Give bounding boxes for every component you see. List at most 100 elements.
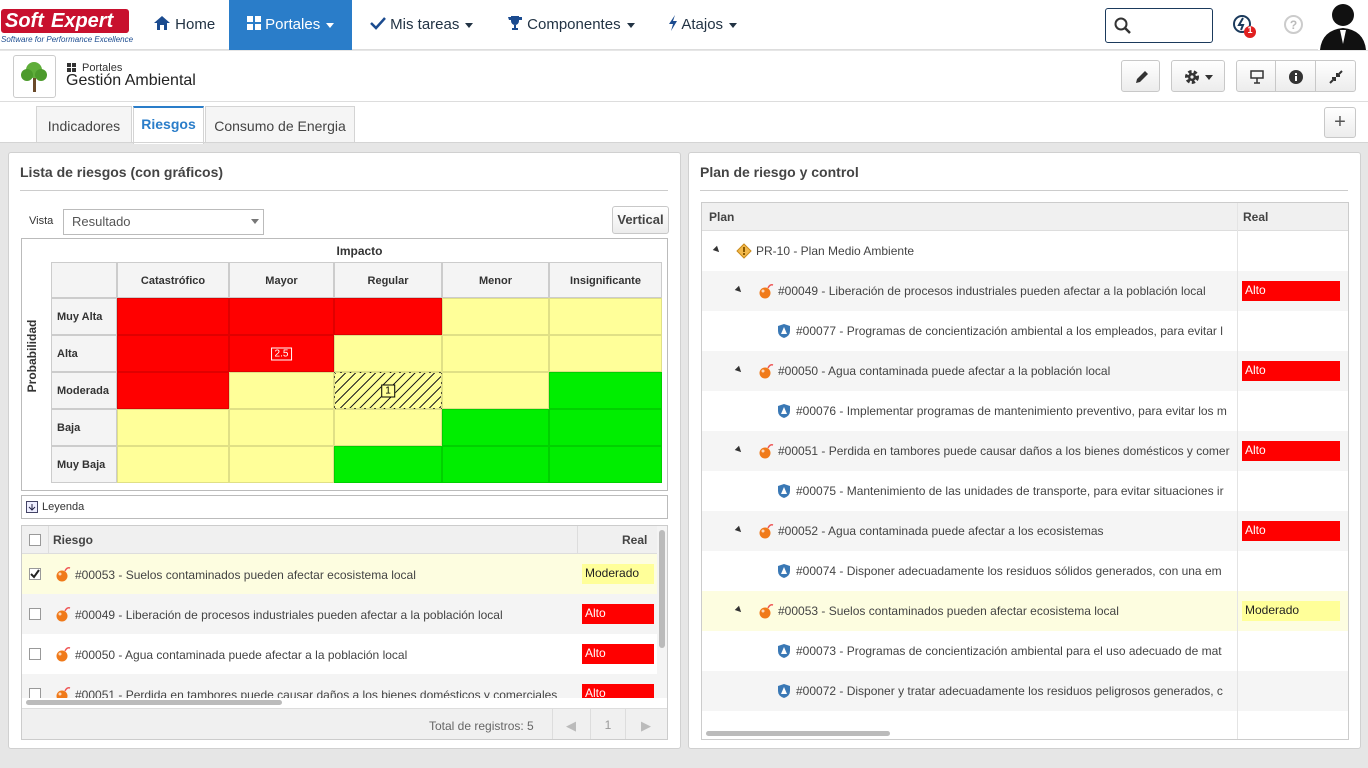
matrix-cell[interactable]: [117, 298, 229, 335]
matrix-cell[interactable]: [549, 298, 662, 335]
matrix-cell[interactable]: [117, 409, 229, 446]
collapse-button[interactable]: [1315, 60, 1356, 92]
page-number[interactable]: 1: [590, 709, 626, 739]
v-scroll[interactable]: [657, 526, 667, 698]
tree-row[interactable]: #00051 - Perdida en tambores puede causa…: [702, 431, 1348, 471]
breadcrumb[interactable]: Portales: [82, 62, 123, 74]
matrix-cell[interactable]: [442, 372, 549, 409]
matrix-cell[interactable]: [229, 372, 334, 409]
tree-row[interactable]: #00074 - Disponer adecuadamente los resi…: [702, 551, 1348, 591]
vertical-button[interactable]: Vertical: [612, 206, 669, 234]
table-row[interactable]: #00051 - Perdida en tambores puede causa…: [22, 674, 657, 698]
tree-text: #00077 - Programas de concientización am…: [796, 324, 1223, 338]
h-scroll-thumb[interactable]: [706, 731, 890, 736]
nav-portales[interactable]: Portales: [229, 0, 352, 50]
view-select[interactable]: Resultado: [63, 209, 264, 235]
tree-row[interactable]: #00050 - Agua contaminada puede afectar …: [702, 351, 1348, 391]
nav-home[interactable]: Home: [153, 0, 229, 50]
tree-row[interactable]: PR-10 - Plan Medio Ambiente: [702, 231, 1348, 271]
matrix-cell[interactable]: [334, 298, 442, 335]
matrix-cell[interactable]: [549, 372, 662, 409]
column-header[interactable]: Plan: [709, 210, 735, 224]
control-icon: [776, 563, 792, 579]
tab-line: [0, 142, 1368, 143]
activity-icon[interactable]: [1232, 14, 1258, 40]
tree-row[interactable]: #00072 - Disponer y tratar adecuadamente…: [702, 671, 1348, 711]
matrix-cell[interactable]: 2.5: [229, 335, 334, 372]
legend-bar[interactable]: Leyenda: [21, 495, 668, 519]
expand-arrow[interactable]: [734, 525, 744, 535]
tree-row[interactable]: #00076 - Implementar programas de manten…: [702, 391, 1348, 431]
matrix-cell[interactable]: 1: [334, 372, 442, 409]
risk-icon: [55, 566, 71, 582]
expand-arrow[interactable]: [734, 605, 744, 615]
info-button[interactable]: [1275, 60, 1316, 92]
table-row[interactable]: #00050 - Agua contaminada puede afectar …: [22, 634, 657, 674]
tree-row[interactable]: #00075 - Mantenimiento de las unidades d…: [702, 471, 1348, 511]
table-row[interactable]: #00053 - Suelos contaminados pueden afec…: [22, 554, 657, 594]
logo[interactable]: Soft Expert: [1, 9, 129, 33]
tab[interactable]: Consumo de Energia: [205, 106, 355, 143]
matrix-cell[interactable]: [549, 409, 662, 446]
add-tab-button[interactable]: +: [1324, 107, 1356, 138]
tree-row[interactable]: #00053 - Suelos contaminados pueden afec…: [702, 591, 1348, 631]
settings-button[interactable]: [1171, 60, 1225, 92]
tree-row[interactable]: #00049 - Liberación de procesos industri…: [702, 271, 1348, 311]
matrix-cell[interactable]: [442, 298, 549, 335]
expand-arrow[interactable]: [734, 365, 744, 375]
column-header[interactable]: Riesgo: [53, 533, 94, 547]
risk-marker[interactable]: 1: [381, 384, 395, 397]
nav-componentes[interactable]: Componentes: [507, 0, 635, 50]
matrix-cell[interactable]: [229, 409, 334, 446]
plan-panel: Plan de riesgo y control Plan Real PR-10…: [688, 152, 1361, 749]
matrix-cell[interactable]: [229, 446, 334, 483]
matrix-cell[interactable]: [442, 335, 549, 372]
expand-arrow[interactable]: [712, 245, 722, 255]
help-button[interactable]: ?: [1284, 15, 1303, 34]
edit-button[interactable]: [1121, 60, 1160, 92]
expand-arrow[interactable]: [734, 445, 744, 455]
tree-text: #00052 - Agua contaminada puede afectar …: [778, 524, 1104, 538]
column-header[interactable]: Real: [622, 533, 648, 547]
nav-label: Portales: [265, 16, 321, 33]
tab-active[interactable]: Riesgos: [133, 106, 204, 144]
risk-marker[interactable]: 2.5: [270, 347, 293, 360]
scroll-thumb[interactable]: [659, 530, 665, 648]
expand-arrow[interactable]: [734, 285, 744, 295]
control-icon: [776, 483, 792, 499]
matrix-cell[interactable]: [117, 372, 229, 409]
avatar[interactable]: [1318, 0, 1368, 50]
panel-title: Plan de riesgo y control: [700, 164, 859, 180]
matrix-cell[interactable]: [334, 335, 442, 372]
nav-atajos[interactable]: Atajos: [668, 0, 738, 50]
prev-page[interactable]: ◀: [566, 718, 576, 733]
matrix-cell[interactable]: [549, 335, 662, 372]
tree-row[interactable]: #00052 - Agua contaminada puede afectar …: [702, 511, 1348, 551]
next-page[interactable]: ▶: [641, 718, 651, 733]
tab[interactable]: Indicadores: [36, 106, 132, 143]
tree-text: PR-10 - Plan Medio Ambiente: [756, 244, 915, 258]
checkbox[interactable]: [29, 688, 41, 698]
matrix-cell[interactable]: [117, 335, 229, 372]
column-header[interactable]: Real: [1243, 210, 1269, 224]
search-box[interactable]: [1105, 8, 1213, 43]
nav-tareas[interactable]: Mis tareas: [370, 0, 474, 50]
checkbox-all[interactable]: [29, 534, 41, 546]
matrix-row-header: Muy Alta: [51, 298, 117, 335]
tree-row[interactable]: #00077 - Programas de concientización am…: [702, 311, 1348, 351]
matrix-cell[interactable]: [334, 409, 442, 446]
tree-row[interactable]: #00073 - Programas de concientización am…: [702, 631, 1348, 671]
matrix-cell[interactable]: [117, 446, 229, 483]
h-scroll-thumb[interactable]: [26, 700, 282, 705]
table-row[interactable]: #00049 - Liberación de procesos industri…: [22, 594, 657, 634]
checkbox[interactable]: [29, 608, 41, 620]
matrix-cell[interactable]: [442, 409, 549, 446]
matrix-cell[interactable]: [549, 446, 662, 483]
grid-icon: [247, 16, 261, 30]
checkbox[interactable]: [29, 648, 41, 660]
matrix-cell[interactable]: [334, 446, 442, 483]
checkbox[interactable]: [29, 568, 41, 580]
present-button[interactable]: [1236, 60, 1276, 92]
matrix-cell[interactable]: [229, 298, 334, 335]
matrix-cell[interactable]: [442, 446, 549, 483]
